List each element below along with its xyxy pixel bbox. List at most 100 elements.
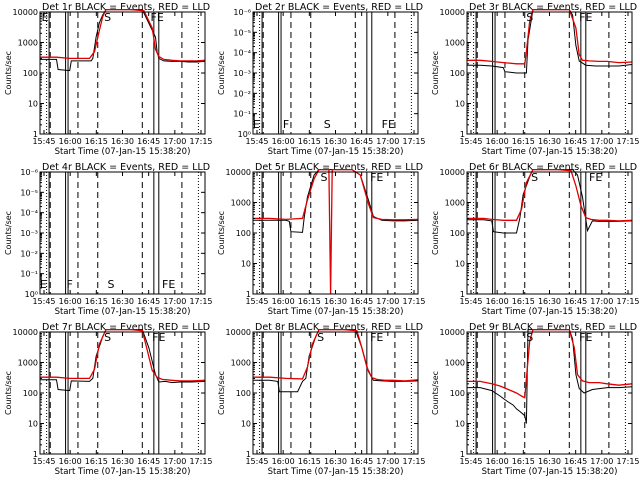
y-tick-label: 10000 <box>440 168 465 177</box>
marker-s: S <box>317 331 324 344</box>
plot-frame <box>39 11 206 135</box>
x-tick-label: 17:15 <box>402 137 425 146</box>
y-axis-label: Counts/sec <box>217 211 226 255</box>
x-tick-label: 16:00 <box>486 137 509 146</box>
x-tick-label: 17:15 <box>189 297 212 306</box>
panel-det-2r: Det 2r BLACK = Events, RED = LLD E F S FE 10⁰… <box>217 2 426 157</box>
x-tick-label: 16:00 <box>486 457 509 466</box>
y-tick-label: 10 <box>455 420 465 429</box>
y-tick-label: 10000 <box>13 8 38 17</box>
x-tick-label: 17:15 <box>616 297 639 306</box>
plot-frame <box>466 11 633 135</box>
x-tick-label: 17:15 <box>616 457 639 466</box>
x-tick-label: 16:00 <box>272 137 295 146</box>
y-tick-label: 100 <box>450 69 465 78</box>
x-tick-label: 16:30 <box>324 297 347 306</box>
x-tick-label: 17:00 <box>376 137 399 146</box>
x-tick-label: 15:45 <box>32 457 55 466</box>
series-events-line <box>253 169 419 233</box>
y-axis-label: Counts/sec <box>217 51 226 95</box>
x-tick-label: 16:00 <box>486 297 509 306</box>
series-events-line <box>467 9 633 74</box>
x-tick-label: 16:15 <box>298 457 321 466</box>
plot-frame <box>252 171 419 295</box>
marker-fe: FE <box>579 331 592 344</box>
x-tick-label: 16:45 <box>564 297 587 306</box>
x-tick-label: 17:00 <box>376 297 399 306</box>
x-tick-label: 16:00 <box>59 457 82 466</box>
x-tick-label: 17:15 <box>402 457 425 466</box>
x-axis-label: Start Time (07-Jan-15 15:38:20) <box>55 307 191 317</box>
y-tick-label: 10⁻² <box>20 249 38 258</box>
y-tick-label: 1 <box>33 450 38 459</box>
x-tick-label: 16:30 <box>538 137 561 146</box>
x-tick-label: 16:45 <box>564 137 587 146</box>
x-tick-label: 16:15 <box>85 137 108 146</box>
x-tick-label: 16:15 <box>298 137 321 146</box>
x-tick-label: 15:45 <box>245 297 268 306</box>
x-axis-label: Start Time (07-Jan-15 15:38:20) <box>268 467 404 477</box>
x-tick-label: 17:00 <box>590 297 613 306</box>
series-events-line <box>467 329 633 424</box>
x-tick-label: 17:00 <box>376 457 399 466</box>
x-tick-label: 17:15 <box>189 137 212 146</box>
marker-e: E <box>253 118 260 131</box>
x-tick-label: 15:45 <box>245 137 268 146</box>
y-tick-label: 1000 <box>18 359 38 368</box>
panel-title: Det 8r BLACK = Events, RED = LLD <box>255 322 423 333</box>
x-tick-label: 16:45 <box>350 137 373 146</box>
x-tick-label: 16:15 <box>512 137 535 146</box>
series-lld-line <box>467 328 633 399</box>
x-tick-label: 16:00 <box>59 137 82 146</box>
x-tick-label: 16:45 <box>350 297 373 306</box>
x-tick-label: 17:00 <box>590 137 613 146</box>
x-axis-label: Start Time (07-Jan-15 15:38:20) <box>55 147 191 157</box>
marker-s: S <box>104 11 111 24</box>
x-axis-label: Start Time (07-Jan-15 15:38:20) <box>482 467 618 477</box>
y-tick-label: 10 <box>455 260 465 269</box>
y-axis-label: Counts/sec <box>217 371 226 415</box>
y-tick-label: 1000 <box>18 39 38 48</box>
y-tick-label: 100 <box>23 389 38 398</box>
x-tick-label: 16:30 <box>111 137 134 146</box>
y-tick-label: 10⁻¹ <box>233 110 251 119</box>
series-lld-line <box>253 328 419 382</box>
series-events-line <box>253 329 419 393</box>
y-tick-label: 1000 <box>231 359 251 368</box>
marker-fe: FE <box>152 331 165 344</box>
series-lld-line <box>40 328 206 382</box>
x-tick-label: 15:45 <box>459 137 482 146</box>
y-tick-label: 100 <box>236 389 251 398</box>
x-axis-label: Start Time (07-Jan-15 15:38:20) <box>482 307 618 317</box>
x-tick-label: 16:30 <box>111 297 134 306</box>
plot-frame <box>466 331 633 455</box>
panel-title: Det 6r BLACK = Events, RED = LLD <box>469 162 637 173</box>
x-tick-label: 16:30 <box>538 297 561 306</box>
marker-s: S <box>324 118 331 131</box>
plot-frame <box>39 331 206 455</box>
y-axis-label: Counts/sec <box>431 211 440 255</box>
series-lld-line <box>467 8 633 65</box>
marker-fe: FE <box>382 118 395 131</box>
y-axis-label: Counts/sec <box>431 371 440 415</box>
x-tick-label: 16:30 <box>538 457 561 466</box>
y-axis-label: Counts/sec <box>4 51 13 95</box>
y-tick-label: 1000 <box>445 359 465 368</box>
panel-det-4r: Det 4r BLACK = Events, RED = LLD E F S FE 10⁰… <box>4 162 213 317</box>
plot-frame <box>466 171 633 295</box>
y-tick-label: 10000 <box>440 8 465 17</box>
panel-title: Det 4r BLACK = Events, RED = LLD <box>42 162 210 173</box>
marker-s: S <box>531 171 538 184</box>
x-tick-label: 16:45 <box>137 457 160 466</box>
x-tick-label: 17:15 <box>616 137 639 146</box>
panel-title: Det 5r BLACK = Events, RED = LLD <box>255 162 423 173</box>
y-tick-label: 1000 <box>231 199 251 208</box>
x-tick-label: 17:00 <box>163 457 186 466</box>
panel-title: Det 1r BLACK = Events, RED = LLD <box>42 2 210 13</box>
x-tick-label: 16:45 <box>350 457 373 466</box>
